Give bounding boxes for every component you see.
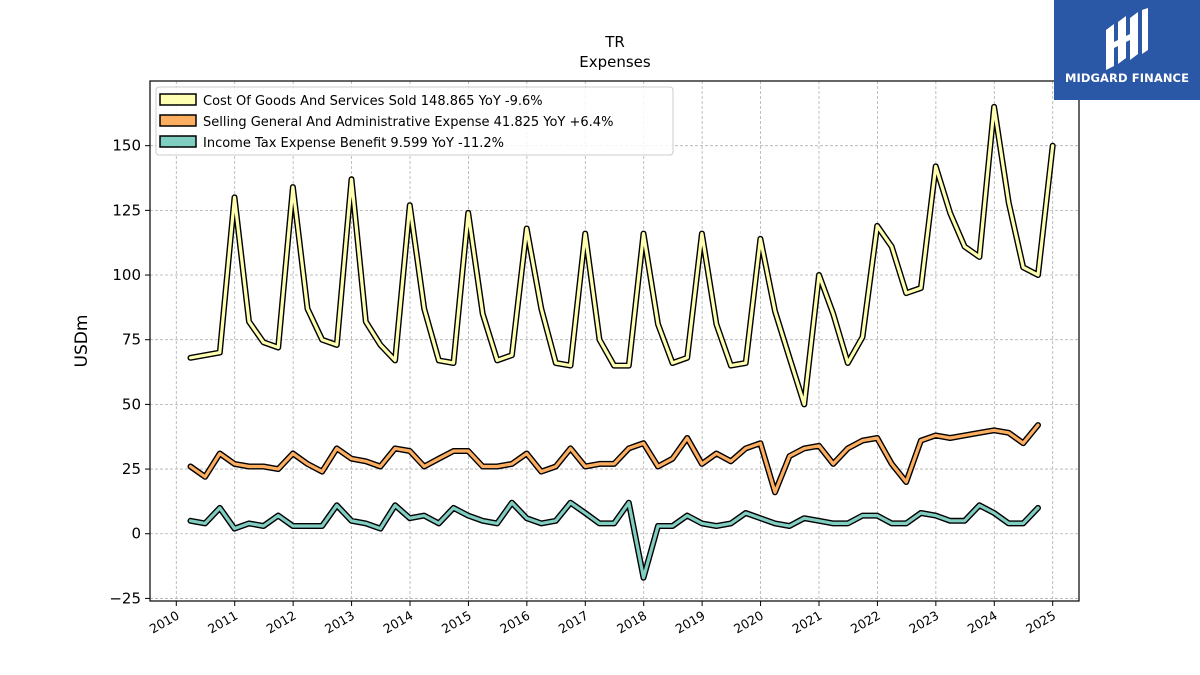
legend-swatch-0 — [159, 93, 197, 106]
legend: Cost Of Goods And Services Sold 148.865 … — [155, 86, 674, 156]
x-tick-label: 2017 — [556, 608, 591, 637]
chart-subtitle: Expenses — [579, 53, 651, 71]
legend-label-1: Selling General And Administrative Expen… — [203, 115, 613, 130]
legend-swatch-2 — [159, 135, 197, 148]
series-outline-2 — [187, 499, 1041, 581]
legend-box — [155, 86, 674, 156]
x-tick-label: 2013 — [322, 608, 357, 637]
x-tick-label: 2025 — [1023, 608, 1058, 637]
x-axis-ticks: 2010 2011 2012 2013 2014 2015 2016 2017 2018 2019… — [147, 601, 1058, 637]
series-lines — [187, 103, 1056, 581]
x-tick-label: 2015 — [439, 608, 474, 637]
legend-label-2: Income Tax Expense Benefit 9.599 YoY -11… — [203, 136, 504, 151]
y-tick-label: 100 — [112, 266, 141, 284]
x-tick-label: 2020 — [731, 608, 766, 637]
x-tick-label: 2024 — [965, 608, 1000, 637]
y-tick-label: 125 — [112, 201, 141, 219]
plot-frame — [149, 80, 1080, 602]
y-tick-label: 150 — [112, 137, 141, 155]
x-tick-label: 2012 — [264, 608, 299, 637]
y-axis-label: USDm — [72, 315, 92, 368]
y-tick-label: 75 — [122, 331, 141, 349]
y-tick-label: 25 — [122, 460, 141, 478]
legend-label-0: Cost Of Goods And Services Sold 148.865 … — [203, 94, 543, 109]
series-line-2 — [188, 501, 1040, 580]
x-tick-label: 2018 — [614, 608, 649, 637]
legend-items: Cost Of Goods And Services Sold 148.865 … — [159, 93, 613, 151]
x-tick-label: 2021 — [789, 608, 824, 637]
midgard-logo-icon — [1106, 8, 1148, 70]
y-tick-label: −25 — [109, 589, 141, 607]
x-tick-label: 2011 — [205, 608, 240, 637]
series-line-1 — [188, 423, 1040, 494]
legend-swatch-1 — [159, 114, 197, 127]
series-line-0 — [188, 105, 1055, 406]
x-tick-label: 2010 — [147, 608, 182, 637]
x-tick-label: 2014 — [380, 608, 415, 637]
y-axis-ticks: −25 0 25 50 75 100 125 150 — [109, 137, 150, 607]
x-tick-label: 2023 — [906, 608, 941, 637]
x-tick-label: 2016 — [497, 608, 532, 637]
x-tick-label: 2022 — [848, 608, 883, 637]
brand-logo: MIDGARD FINANCE — [1054, 0, 1200, 100]
y-tick-label: 50 — [122, 395, 141, 413]
series-outline-1 — [187, 422, 1041, 496]
y-tick-label: 0 — [131, 525, 141, 543]
x-tick-label: 2019 — [673, 608, 708, 637]
chart-title: TR — [604, 33, 625, 51]
brand-name: MIDGARD FINANCE — [1064, 71, 1190, 85]
